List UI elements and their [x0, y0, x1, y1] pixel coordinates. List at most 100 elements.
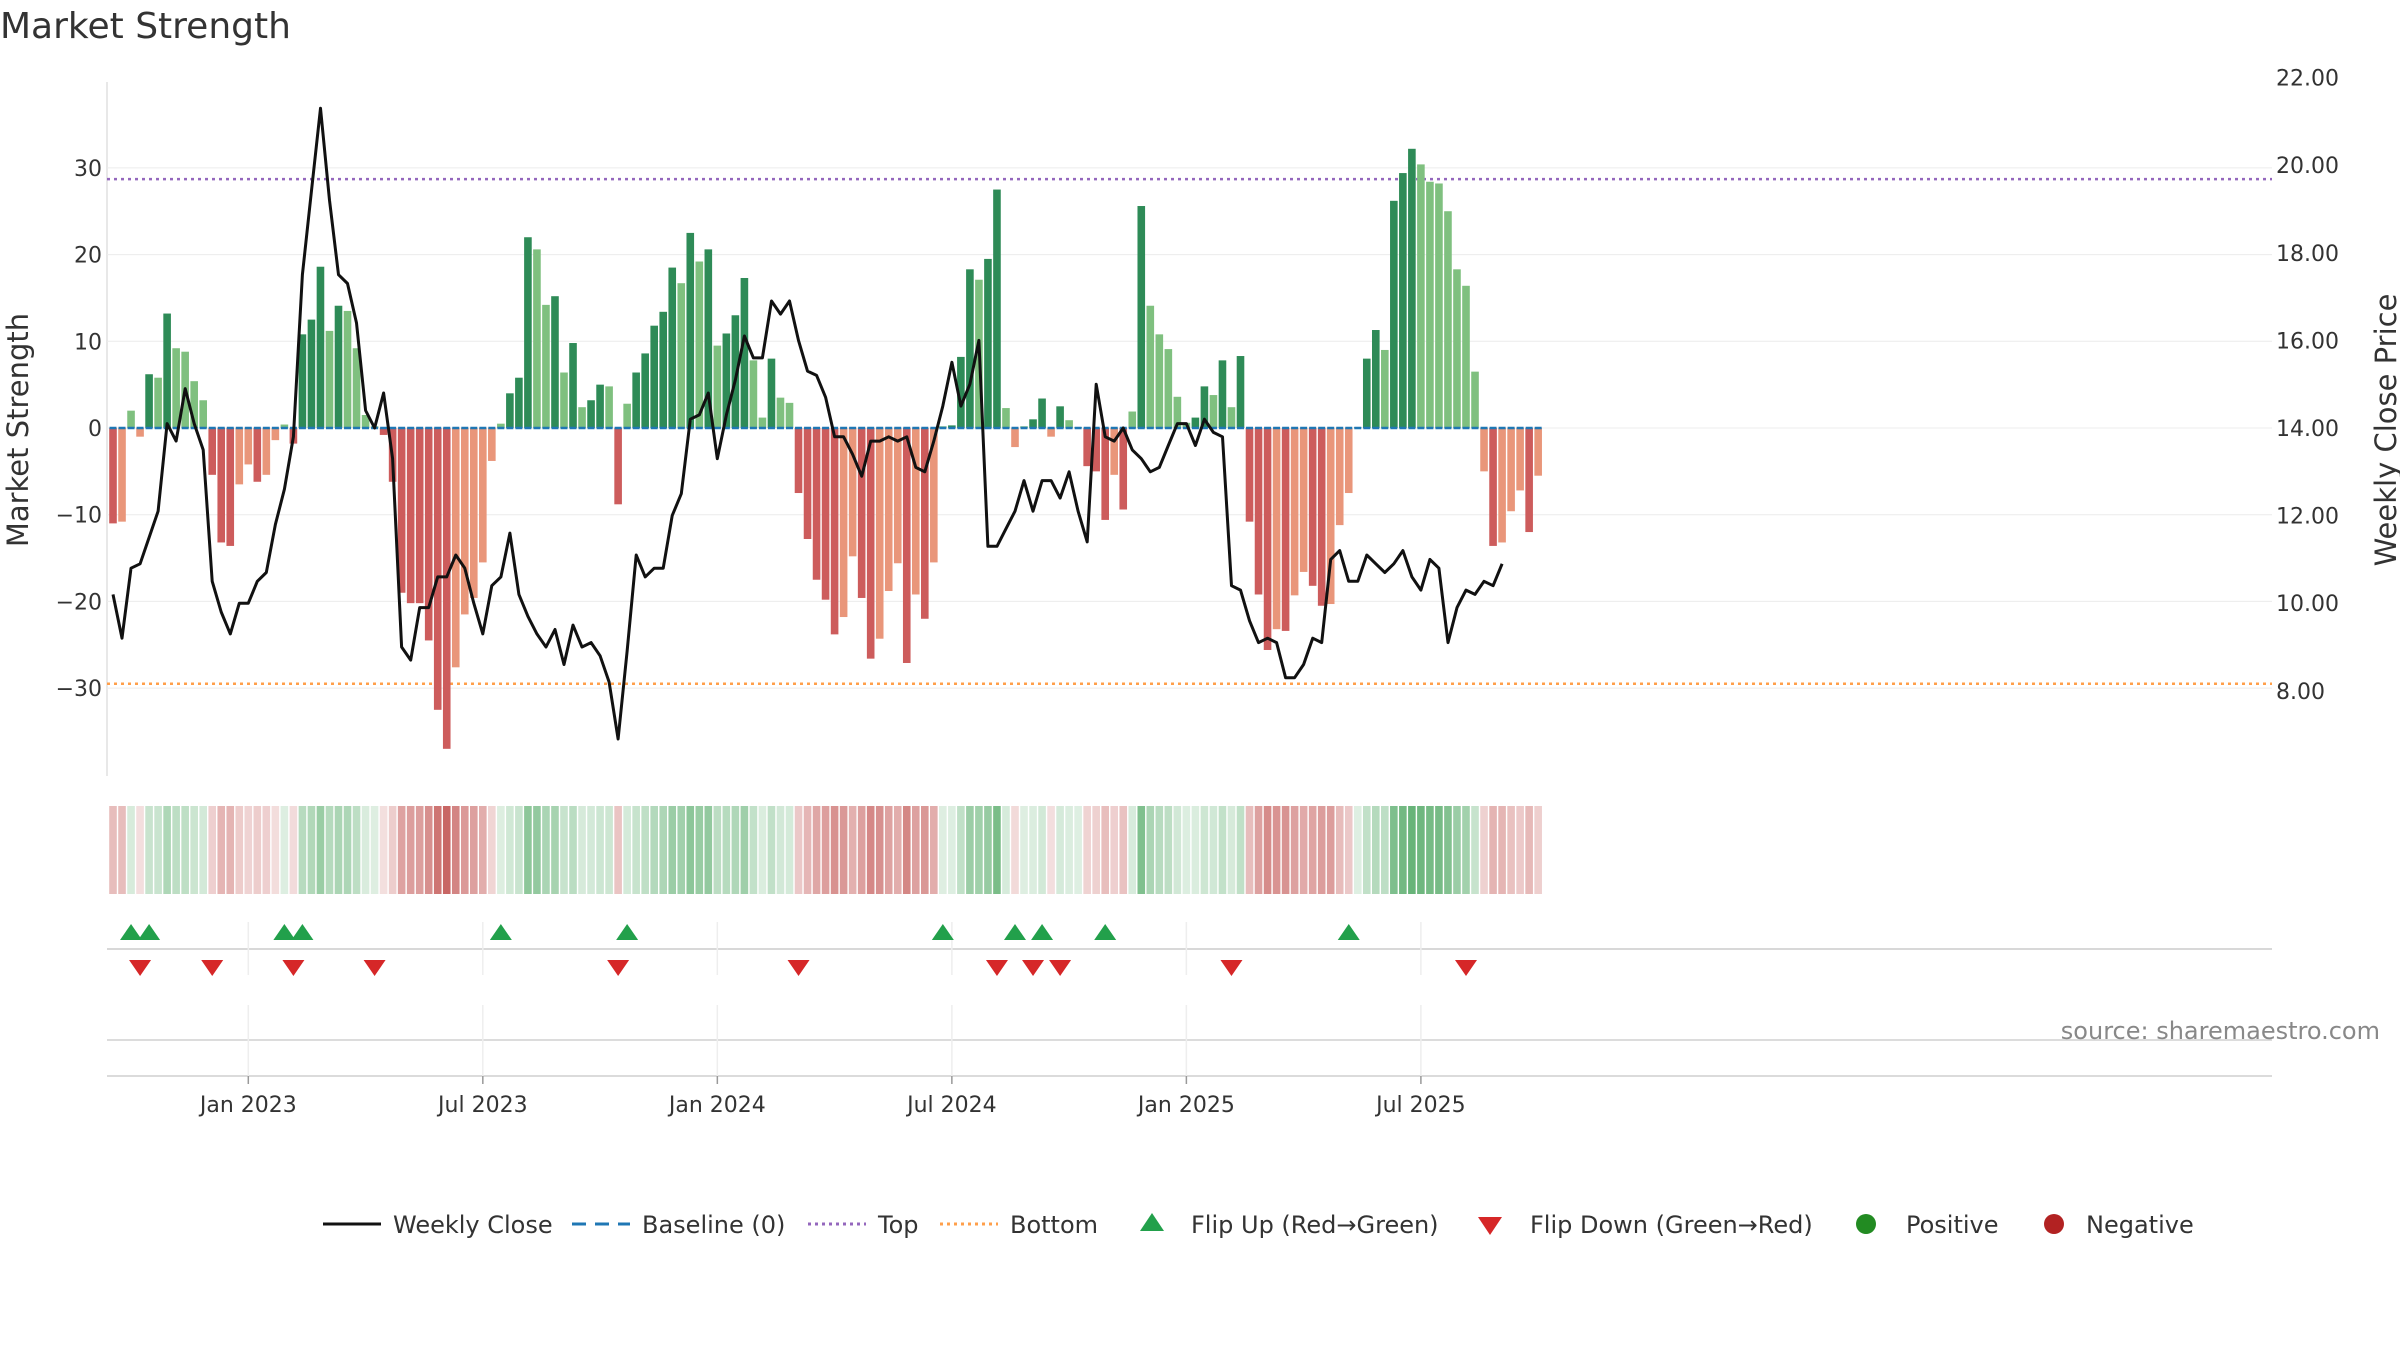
left-tick-label-6: −30 [56, 677, 102, 702]
right-tick-label-5: 12.00 [2276, 505, 2339, 530]
heat-cell-18 [271, 806, 280, 894]
bar-61 [659, 311, 668, 428]
bar-32 [397, 428, 406, 593]
heat-cell-102 [1029, 806, 1037, 894]
bar-57 [623, 403, 631, 428]
heat-cell-44 [506, 806, 514, 894]
legend-marker-5 [1478, 1217, 1502, 1235]
bar-18 [271, 428, 280, 441]
left-tick-label-2: 10 [74, 330, 102, 355]
heat-cell-101 [1020, 806, 1028, 894]
heat-cell-85 [875, 806, 884, 894]
bar-51 [569, 343, 577, 428]
heat-cell-110 [1101, 806, 1109, 894]
heat-cell-35 [424, 806, 433, 894]
bar-4 [145, 374, 153, 428]
heat-cell-103 [1038, 806, 1046, 894]
heat-cell-118 [1173, 806, 1182, 894]
heat-cell-59 [641, 806, 649, 894]
heat-cell-153 [1489, 806, 1497, 894]
bar-125 [1236, 356, 1245, 428]
x-tick-label-1: Jul 2023 [436, 1093, 528, 1118]
heat-cell-54 [596, 806, 604, 894]
heat-cell-19 [280, 806, 289, 894]
legend-label-7: Negative [2086, 1211, 2194, 1239]
heat-cell-6 [163, 806, 171, 894]
heat-cell-96 [975, 806, 983, 894]
bar-127 [1254, 428, 1263, 595]
right-axis-ticks: 22.00 20.00 18.00 16.00 14.00 12.00 10.00 8.00 [2276, 67, 2339, 705]
flip-down-marker-5 [787, 960, 810, 976]
bar-82 [848, 428, 857, 557]
legend-label-5: Flip Down (Green→Red) [1530, 1211, 1813, 1239]
heat-cell-50 [560, 806, 568, 894]
bar-52 [578, 407, 586, 428]
bar-123 [1218, 360, 1227, 428]
right-tick-label-0: 22.00 [2276, 67, 2339, 92]
bar-64 [686, 232, 695, 428]
bar-130 [1281, 428, 1290, 631]
heat-cell-64 [686, 806, 695, 894]
bar-40 [470, 428, 478, 598]
bar-99 [1002, 408, 1010, 428]
heat-cell-125 [1236, 806, 1245, 894]
bar-24 [325, 330, 334, 428]
heat-cell-148 [1444, 806, 1452, 894]
heat-cell-126 [1245, 806, 1254, 894]
flip-up-marker-6 [931, 924, 954, 940]
x-tick-label-2: Jan 2024 [667, 1093, 766, 1118]
bar-63 [677, 283, 686, 428]
bar-16 [253, 428, 262, 482]
legend-label-2: Top [877, 1211, 919, 1239]
flip-down-marker-7 [1022, 960, 1045, 976]
heat-cell-17 [262, 806, 271, 894]
flip-down-marker-6 [985, 960, 1008, 976]
bar-103 [1038, 398, 1046, 428]
bar-53 [587, 400, 595, 428]
left-tick-label-5: −20 [56, 590, 102, 615]
left-tick-label-1: 20 [74, 244, 102, 269]
bar-77 [803, 428, 812, 539]
bar-156 [1516, 428, 1524, 491]
bar-22 [307, 319, 316, 428]
bar-115 [1146, 305, 1155, 428]
bar-34 [415, 428, 424, 604]
heat-cell-0 [109, 806, 117, 894]
heat-cell-33 [406, 806, 415, 894]
bar-133 [1308, 428, 1317, 586]
bar-141 [1381, 349, 1389, 428]
bar-65 [695, 261, 704, 428]
flip-down-marker-0 [129, 960, 152, 976]
bar-143 [1399, 173, 1407, 428]
heat-cell-3 [136, 806, 144, 894]
heat-cell-115 [1146, 806, 1155, 894]
heat-cell-9 [190, 806, 198, 894]
bar-140 [1372, 330, 1380, 428]
heat-cell-78 [812, 806, 821, 894]
bar-26 [343, 310, 352, 428]
heat-cell-21 [298, 806, 307, 894]
bar-66 [704, 249, 713, 428]
bar-114 [1137, 206, 1146, 428]
heat-cell-30 [379, 806, 388, 894]
heat-cell-2 [127, 806, 135, 894]
heat-cell-86 [884, 806, 893, 894]
heat-cell-73 [767, 806, 776, 894]
left-axis-label: Market Strength [1, 313, 35, 547]
heat-cell-144 [1408, 806, 1416, 894]
weekly-close-series [111, 106, 1504, 741]
heat-cell-7 [172, 806, 180, 894]
bar-5 [154, 377, 162, 428]
heat-cell-45 [515, 806, 523, 894]
bar-129 [1272, 428, 1281, 630]
bar-106 [1065, 420, 1073, 428]
left-tick-label-4: −10 [56, 504, 102, 529]
heat-cell-58 [632, 806, 640, 894]
heat-cell-39 [460, 806, 469, 894]
heat-cell-97 [984, 806, 992, 894]
bar-86 [884, 428, 893, 592]
heat-cell-25 [334, 806, 343, 894]
bar-39 [460, 428, 469, 615]
bar-13 [226, 428, 235, 546]
bar-12 [217, 428, 226, 543]
